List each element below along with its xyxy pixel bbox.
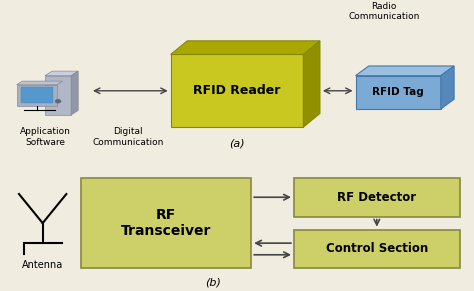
- Polygon shape: [303, 41, 320, 127]
- Polygon shape: [441, 66, 454, 109]
- Text: Digital
Communication: Digital Communication: [92, 127, 164, 146]
- Polygon shape: [45, 71, 78, 76]
- FancyBboxPatch shape: [294, 230, 460, 268]
- Text: Antenna: Antenna: [22, 260, 64, 270]
- Text: RF Detector: RF Detector: [337, 191, 416, 204]
- Polygon shape: [171, 54, 303, 127]
- Text: RFID Tag: RFID Tag: [372, 87, 424, 97]
- Polygon shape: [356, 76, 441, 109]
- Text: RF
Transceiver: RF Transceiver: [121, 208, 211, 238]
- FancyBboxPatch shape: [294, 178, 460, 217]
- Polygon shape: [71, 71, 78, 115]
- Text: (b): (b): [205, 278, 221, 288]
- Text: Control Section: Control Section: [326, 242, 428, 255]
- Polygon shape: [356, 66, 454, 76]
- Polygon shape: [17, 85, 57, 106]
- Polygon shape: [21, 87, 53, 103]
- Text: Radio
Communication: Radio Communication: [348, 1, 419, 21]
- FancyBboxPatch shape: [81, 178, 251, 268]
- Circle shape: [55, 100, 61, 103]
- Polygon shape: [45, 76, 71, 115]
- Polygon shape: [17, 81, 63, 85]
- Text: Application
Software: Application Software: [19, 127, 71, 146]
- Polygon shape: [171, 41, 320, 54]
- Text: RFID Reader: RFID Reader: [193, 84, 281, 97]
- Text: (a): (a): [229, 138, 245, 148]
